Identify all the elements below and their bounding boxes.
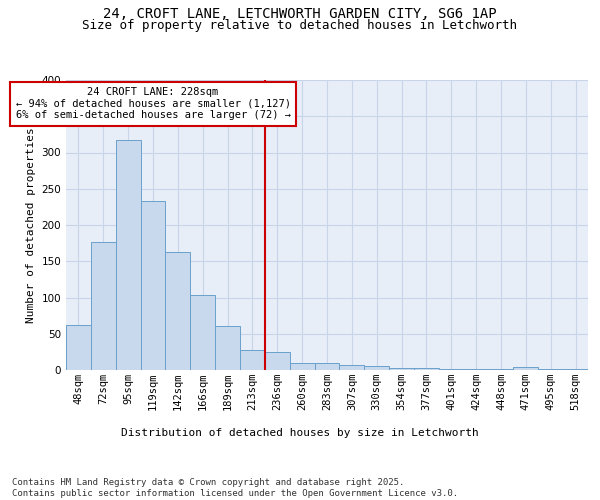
Text: Size of property relative to detached houses in Letchworth: Size of property relative to detached ho… — [83, 19, 517, 32]
Bar — [166, 252, 190, 370]
Bar — [91, 242, 116, 370]
Bar — [265, 352, 290, 370]
Bar — [514, 367, 538, 370]
Text: 24 CROFT LANE: 228sqm
← 94% of detached houses are smaller (1,127)
6% of semi-de: 24 CROFT LANE: 228sqm ← 94% of detached … — [16, 87, 290, 120]
Bar — [140, 201, 166, 370]
Bar — [215, 326, 240, 370]
Bar — [116, 140, 140, 370]
Bar — [190, 294, 215, 370]
Text: Contains HM Land Registry data © Crown copyright and database right 2025.
Contai: Contains HM Land Registry data © Crown c… — [12, 478, 458, 498]
Bar — [314, 363, 340, 370]
Bar — [389, 368, 414, 370]
Bar — [439, 368, 464, 370]
Bar — [290, 364, 314, 370]
Bar — [364, 366, 389, 370]
Y-axis label: Number of detached properties: Number of detached properties — [26, 127, 36, 323]
Text: Distribution of detached houses by size in Letchworth: Distribution of detached houses by size … — [121, 428, 479, 438]
Bar — [240, 350, 265, 370]
Bar — [66, 325, 91, 370]
Bar — [414, 368, 439, 370]
Text: 24, CROFT LANE, LETCHWORTH GARDEN CITY, SG6 1AP: 24, CROFT LANE, LETCHWORTH GARDEN CITY, … — [103, 8, 497, 22]
Bar — [340, 365, 364, 370]
